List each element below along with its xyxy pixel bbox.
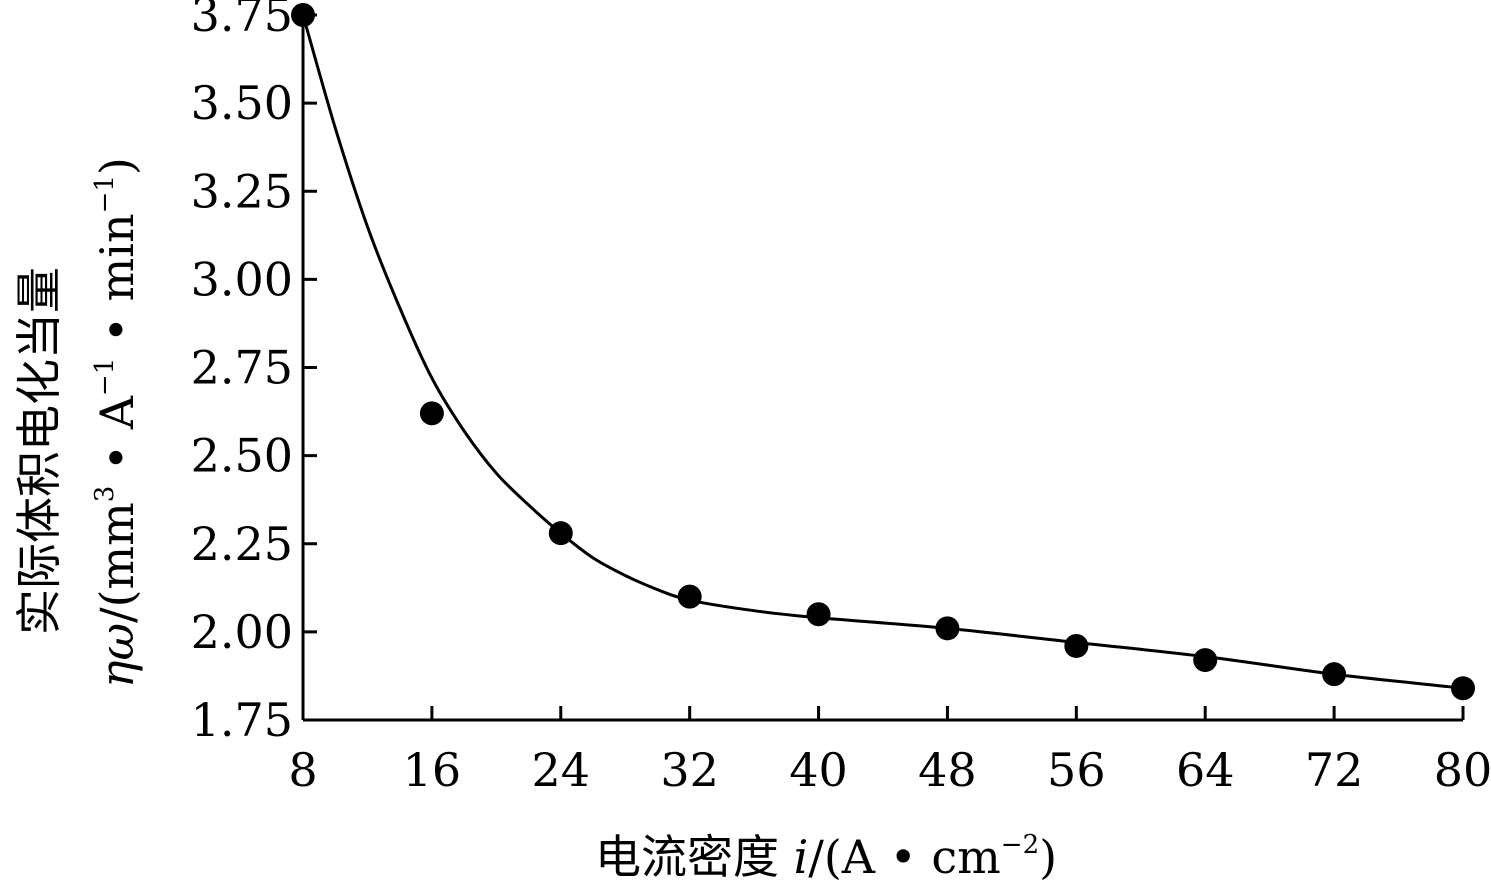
x-tick-label: 16 xyxy=(403,743,462,797)
x-axis-title: 电流密度 i/(A • cm−2) xyxy=(595,830,1057,884)
data-point xyxy=(419,401,444,426)
x-tick-label: 32 xyxy=(660,743,719,797)
ticks xyxy=(301,13,1465,722)
x-tick-label: 48 xyxy=(918,743,977,797)
y-tick-label: 3.00 xyxy=(191,252,293,306)
y-tick-label: 1.75 xyxy=(191,693,293,747)
x-tick-label: 8 xyxy=(288,743,317,797)
x-tick-labels: 8 16 24 32 40 48 56 64 72 80 xyxy=(288,743,1491,797)
y-tick-label: 3.50 xyxy=(191,76,293,130)
x-tick-label: 80 xyxy=(1434,743,1491,797)
y-axis-title-line1: 实际体积电化当量 xyxy=(12,267,66,635)
data-point xyxy=(806,602,831,627)
data-point xyxy=(935,616,960,641)
y-tick-labels: 1.75 2.00 2.25 2.50 2.75 3.00 3.25 3.50 3.75 xyxy=(191,0,293,747)
data-point xyxy=(1193,648,1218,673)
x-tick-label: 64 xyxy=(1176,743,1235,797)
y-tick-label: 2.75 xyxy=(191,341,293,395)
y-tick-label: 2.00 xyxy=(191,605,293,659)
x-tick-label: 72 xyxy=(1305,743,1364,797)
fit-curve-layer xyxy=(301,14,1464,690)
data-point xyxy=(1451,676,1475,701)
x-tick-label: 56 xyxy=(1047,743,1106,797)
data-point xyxy=(1322,662,1347,687)
y-tick-label: 2.50 xyxy=(191,429,293,483)
data-point xyxy=(291,3,315,27)
y-axis-title-line2: ηω/(mm3 • A−1 • min−1) xyxy=(90,157,144,688)
x-tick-label: 40 xyxy=(789,743,848,797)
data-point xyxy=(677,584,702,609)
y-tick-label: 3.75 xyxy=(191,0,293,42)
axes xyxy=(301,11,1463,722)
x-tick-label: 24 xyxy=(532,743,591,797)
data-point xyxy=(1064,633,1089,658)
points-layer xyxy=(291,3,1475,701)
y-tick-label: 3.25 xyxy=(191,164,293,218)
fit-curve xyxy=(301,14,1464,690)
data-point xyxy=(548,521,573,546)
y-tick-label: 2.25 xyxy=(191,517,293,571)
